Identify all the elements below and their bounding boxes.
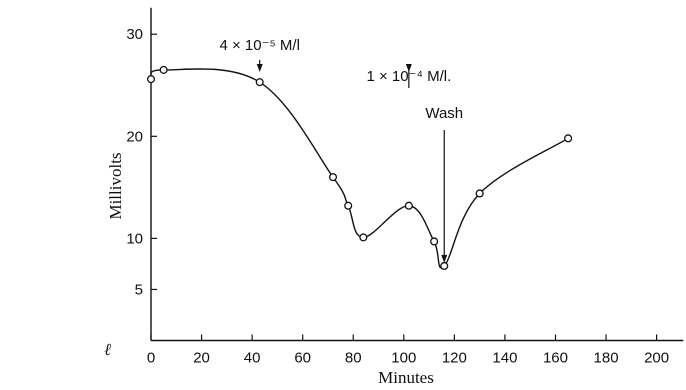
y-tick-label: 10	[126, 230, 143, 247]
annotation-arrowhead	[441, 254, 448, 263]
data-point	[404, 201, 413, 210]
data-point	[440, 261, 449, 271]
y-tick-label: 20	[126, 128, 143, 145]
data-point	[430, 237, 439, 246]
data-point	[146, 75, 156, 84]
data-point	[359, 233, 368, 242]
x-tick-label: 140	[492, 350, 517, 367]
annotations: 4 × 10⁻⁵ M/l1 × 10⁻⁴ M/l.Wash	[219, 37, 463, 263]
annotation-label: Wash	[425, 105, 463, 122]
x-tick-label: 100	[391, 350, 416, 367]
x-tick-label: 180	[594, 350, 619, 367]
y-axis-title: Millivolts	[106, 152, 125, 219]
stray-mark: ℓ	[104, 340, 111, 359]
x-tick-label: 80	[345, 350, 362, 367]
data-point	[564, 134, 573, 143]
series	[146, 65, 573, 271]
annotation-label: 4 × 10⁻⁵ M/l	[219, 37, 299, 54]
x-tick-label: 0	[147, 350, 155, 367]
annotation-arrowhead	[405, 63, 412, 72]
data-point	[328, 173, 338, 182]
data-point	[475, 189, 484, 198]
data-point	[159, 65, 168, 74]
x-axis-title: Minutes	[378, 368, 434, 387]
annotation-arrowhead	[256, 63, 263, 72]
x-tick-label: 200	[644, 350, 669, 367]
x-tick-label: 40	[244, 350, 261, 367]
y-tick-label: 30	[126, 26, 143, 43]
data-point	[344, 201, 353, 210]
axes: 0 20 40 60 80 100 120 140 160 180 200 5 10 20 30	[126, 7, 684, 367]
x-tick-label: 120	[442, 350, 467, 367]
y-tick-label: 5	[135, 281, 143, 298]
x-tick-label: 160	[543, 350, 568, 367]
data-point	[255, 78, 264, 87]
x-tick-label: 20	[193, 350, 210, 367]
x-tick-label: 60	[294, 350, 311, 367]
